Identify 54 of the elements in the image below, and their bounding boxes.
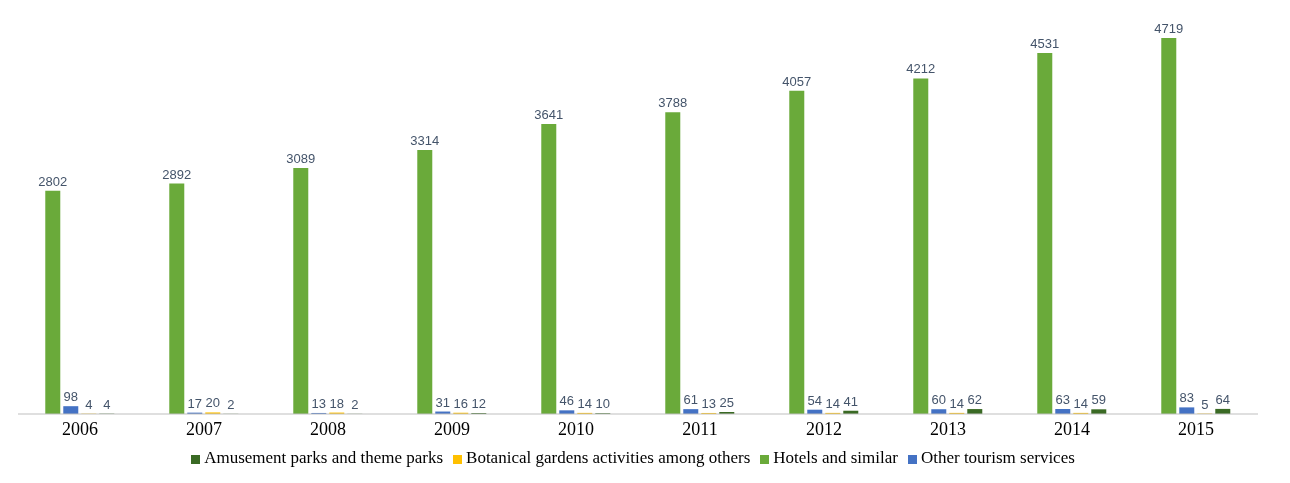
data-label: 4 [85,396,93,412]
x-tick-label: 2015 [1178,418,1214,439]
x-tick-label: 2008 [310,418,346,439]
x-tick-label: 2009 [434,418,470,439]
data-label: 4 [103,396,111,412]
x-tick-label: 2012 [806,418,842,439]
data-label: 14 [825,395,841,411]
data-label: 83 [1179,390,1195,406]
legend-label: Botanical gardens activities among others [466,448,751,467]
data-label: 14 [1073,395,1089,411]
data-label: 14 [949,395,965,411]
data-label: 3089 [286,150,316,166]
data-label: 2 [227,396,235,412]
x-tick-label: 2006 [62,418,98,439]
data-label: 62 [967,392,983,408]
data-label: 59 [1091,392,1107,408]
data-label: 60 [931,392,947,408]
data-label: 4057 [782,73,812,89]
data-label: 4531 [1030,35,1060,51]
data-label: 64 [1215,391,1231,407]
data-label: 61 [683,392,699,408]
data-label: 17 [187,395,203,411]
data-label: 98 [63,389,79,405]
data-label: 13 [311,395,327,411]
x-tick-label: 2013 [930,418,966,439]
data-label: 54 [807,392,823,408]
data-label: 14 [577,395,593,411]
data-label: 3314 [410,132,440,148]
data-label: 3788 [658,95,688,111]
data-label: 5 [1201,396,1209,412]
data-label: 2 [351,396,359,412]
data-label: 2892 [162,166,192,182]
data-label: 18 [329,395,345,411]
data-label: 46 [559,393,575,409]
x-tick-label: 2011 [682,418,718,439]
data-label: 31 [435,394,451,410]
data-label: 2802 [38,173,68,189]
data-label: 12 [471,396,487,412]
data-label: 63 [1055,391,1071,407]
legend-label: Amusement parks and theme parks [204,448,444,467]
data-label: 13 [701,395,717,411]
data-label: 20 [205,395,221,411]
data-label: 10 [595,396,611,412]
legend-label: Hotels and similar [773,448,898,467]
x-tick-label: 2007 [186,418,222,439]
data-label: 25 [719,395,735,411]
data-label: 16 [453,395,469,411]
x-tick-label: 2010 [558,418,594,439]
x-tick-label: 2014 [1054,418,1090,439]
data-label: 4719 [1154,21,1184,36]
data-label: 41 [843,393,859,409]
legend-label: Other tourism services [920,448,1075,467]
data-label: 4212 [906,61,936,77]
data-label: 3641 [534,106,564,122]
